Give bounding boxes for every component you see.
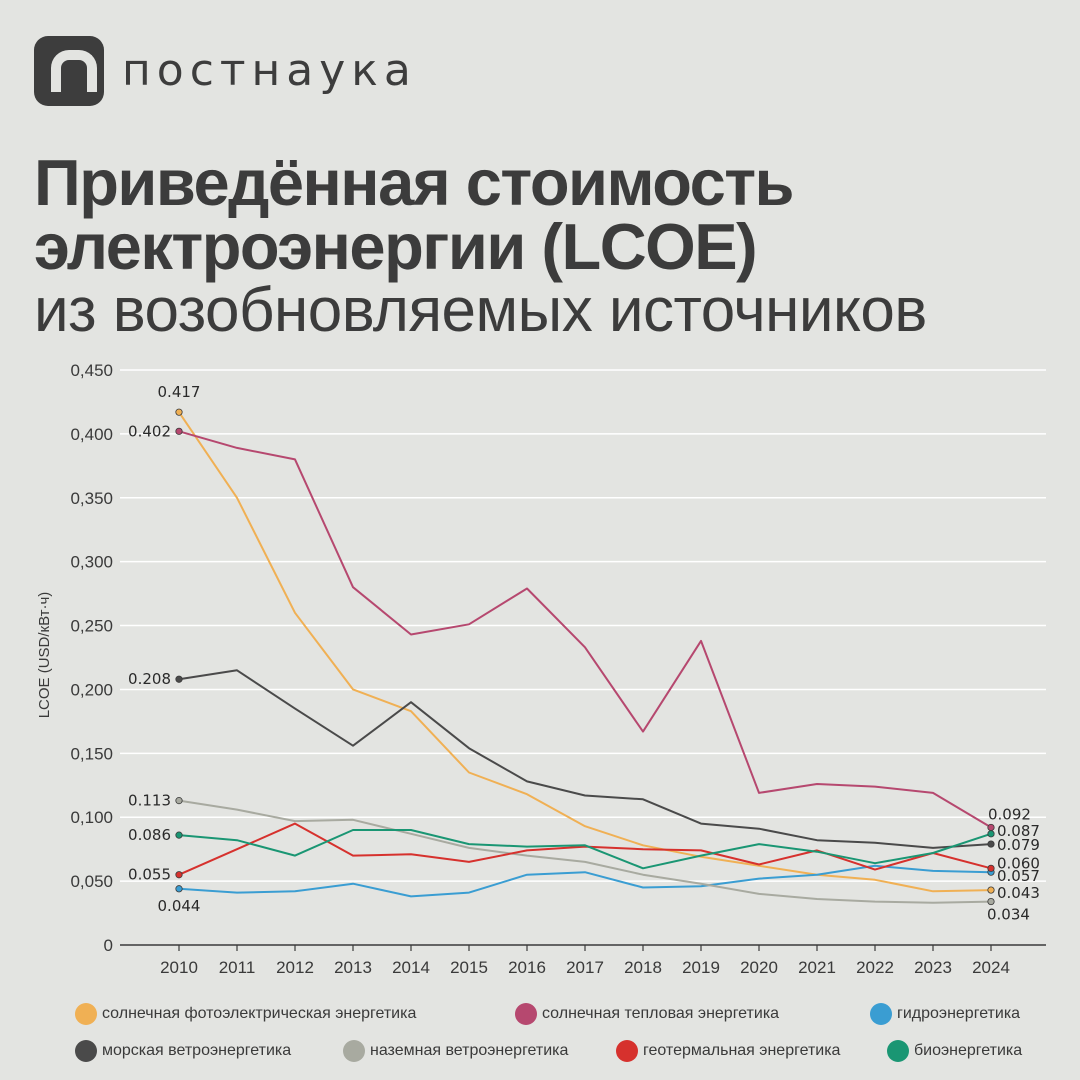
x-tick-label: 2012 xyxy=(276,958,314,977)
series-start-marker xyxy=(175,427,183,435)
y-tick-label: 0,450 xyxy=(70,361,113,380)
y-tick-label: 0,100 xyxy=(70,808,113,827)
x-tick-label: 2023 xyxy=(914,958,952,977)
x-tick-label: 2020 xyxy=(740,958,778,977)
series-line xyxy=(178,864,992,898)
series-end-label: 0.057 xyxy=(997,867,1040,885)
series-line xyxy=(178,669,992,849)
series-line xyxy=(178,829,992,870)
series-start-marker xyxy=(175,885,183,893)
legend-item: гидроэнергетика xyxy=(870,999,1020,1029)
legend-row-1: солнечная фотоэлектрическая энергетика со… xyxy=(0,999,1080,1029)
legend-swatch-icon xyxy=(75,1040,97,1062)
legend-item: биоэнергетика xyxy=(887,1036,1022,1066)
series-end-label: 0.092 xyxy=(988,805,1031,823)
title-line-3: из возобновляемых источников xyxy=(34,276,927,345)
x-tick-label: 2013 xyxy=(334,958,372,977)
y-tick-label: 0,350 xyxy=(70,489,113,508)
x-axis-tick-labels: 2010 2011 2012 2013 2014 2015 2016 2017 2018 2019… xyxy=(160,958,1010,977)
legend-label: гидроэнергетика xyxy=(897,1005,1021,1022)
legend-swatch-icon xyxy=(75,1003,97,1025)
series-start-marker xyxy=(175,797,183,805)
series-line xyxy=(178,822,992,876)
x-tick-label: 2019 xyxy=(682,958,720,977)
series-start-label: 0.086 xyxy=(128,826,171,844)
series-end-marker xyxy=(987,864,995,872)
series-start-label: 0.044 xyxy=(158,897,201,915)
y-tick-label: 0,150 xyxy=(70,744,113,763)
legend-label: наземная ветроэнергетика xyxy=(370,1042,569,1059)
chart-grid xyxy=(120,369,1046,951)
series-end-label: 0.034 xyxy=(987,906,1030,924)
legend-item: наземная ветроэнергетика xyxy=(343,1036,568,1066)
series-lines xyxy=(178,411,992,904)
series-end-label: 0.087 xyxy=(997,822,1040,840)
y-tick-label: 0,400 xyxy=(70,425,113,444)
series-line xyxy=(178,430,992,829)
series-start-label: 0.402 xyxy=(128,422,171,440)
series-start-label: 0.055 xyxy=(128,866,171,884)
series-end-marker xyxy=(987,886,995,894)
y-tick-label: 0,200 xyxy=(70,680,113,699)
series-start-marker xyxy=(175,675,183,683)
y-tick-label: 0,300 xyxy=(70,553,113,572)
x-tick-label: 2018 xyxy=(624,958,662,977)
legend-label: морская ветроэнергетика xyxy=(102,1042,292,1059)
legend-item: солнечная тепловая энергетика xyxy=(515,999,779,1029)
legend-label: солнечная фотоэлектрическая энергетика xyxy=(102,1005,417,1022)
legend-swatch-icon xyxy=(515,1003,537,1025)
data-labels: 0.417 0.043 0.402 0.092 0.044 0.057 0.208 0.079… xyxy=(128,383,1040,923)
x-tick-label: 2022 xyxy=(856,958,894,977)
x-tick-label: 2010 xyxy=(160,958,198,977)
series-end-label: 0.043 xyxy=(997,884,1040,902)
series-start-marker xyxy=(175,408,183,416)
series-line xyxy=(178,411,992,893)
series-end-label: 0.079 xyxy=(997,836,1040,854)
series-start-label: 0.208 xyxy=(128,670,171,688)
x-tick-label: 2024 xyxy=(972,958,1010,977)
x-tick-label: 2015 xyxy=(450,958,488,977)
x-tick-label: 2017 xyxy=(566,958,604,977)
legend-swatch-icon xyxy=(870,1003,892,1025)
x-tick-label: 2016 xyxy=(508,958,546,977)
x-tick-label: 2014 xyxy=(392,958,430,977)
series-end-marker xyxy=(987,823,995,832)
series-end-marker xyxy=(987,897,995,906)
series-start-label: 0.417 xyxy=(158,383,201,401)
series-end-marker xyxy=(987,830,995,838)
series-end-marker xyxy=(987,840,995,848)
series-end-label: 0.060 xyxy=(997,854,1040,872)
title-line-2: электроэнергии (LCOE) xyxy=(34,210,758,283)
series-line xyxy=(178,799,992,904)
legend-row-2: морская ветроэнергетика наземная ветроэне… xyxy=(0,1036,1080,1066)
x-tick-label: 2021 xyxy=(798,958,836,977)
legend-item: солнечная фотоэлектрическая энергетика xyxy=(75,999,416,1029)
brand-name: постнаука xyxy=(122,45,417,96)
y-tick-label: 0,250 xyxy=(70,617,113,636)
series-start-marker xyxy=(175,831,183,839)
legend-label: солнечная тепловая энергетика xyxy=(542,1005,780,1022)
legend-item: геотермальная энергетика xyxy=(616,1036,840,1066)
legend-swatch-icon xyxy=(616,1040,638,1062)
legend-label: биоэнергетика xyxy=(914,1042,1023,1059)
y-axis-label: LCOE (USD/кВт·ч) xyxy=(36,592,53,719)
series-end-markers xyxy=(175,408,995,906)
y-tick-label: 0,050 xyxy=(70,872,113,891)
legend-swatch-icon xyxy=(343,1040,365,1062)
title-line-1: Приведённая стоимость xyxy=(34,146,795,219)
series-start-label: 0.113 xyxy=(128,792,171,810)
y-axis-tick-labels: 0 0,050 0,100 0,150 0,200 0,250 0,300 0,350 0,40… xyxy=(70,361,113,955)
legend-swatch-icon xyxy=(887,1040,909,1062)
lcoe-line-chart: 0 0,050 0,100 0,150 0,200 0,250 0,300 0,350 0,40… xyxy=(36,361,1046,977)
x-tick-label: 2011 xyxy=(219,958,256,977)
y-tick-label: 0 xyxy=(104,936,113,955)
brand-logo-icon xyxy=(34,36,104,106)
legend-item: морская ветроэнергетика xyxy=(75,1036,291,1066)
series-start-marker xyxy=(175,871,183,879)
legend-label: геотермальная энергетика xyxy=(643,1042,841,1059)
